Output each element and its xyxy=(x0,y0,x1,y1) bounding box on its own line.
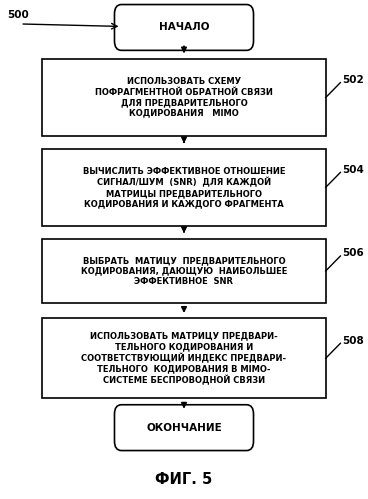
Text: 506: 506 xyxy=(342,249,364,258)
Text: ВЫБРАТЬ  МАТИЦУ  ПРЕДВАРИТЕЛЬНОГО
КОДИРОВАНИЯ, ДАЮЩУЮ  НАИБОЛЬШЕЕ
ЭФФЕКТИВНОЕ  S: ВЫБРАТЬ МАТИЦУ ПРЕДВАРИТЕЛЬНОГО КОДИРОВА… xyxy=(81,256,287,286)
Text: ИСПОЛЬЗОВАТЬ МАТРИЦУ ПРЕДВАРИ-
ТЕЛЬНОГО КОДИРОВАНИЯ И
СООТВЕТСТВУЮЩИЙ ИНДЕКС ПРЕ: ИСПОЛЬЗОВАТЬ МАТРИЦУ ПРЕДВАРИ- ТЕЛЬНОГО … xyxy=(81,331,287,385)
Text: 504: 504 xyxy=(342,165,364,175)
FancyBboxPatch shape xyxy=(114,4,254,50)
Text: ВЫЧИСЛИТЬ ЭФФЕКТИВНОЕ ОТНОШЕНИЕ
СИГНАЛ/ШУМ  (SNR)  ДЛЯ КАЖДОЙ
МАТРИЦЫ ПРЕДВАРИТЕ: ВЫЧИСЛИТЬ ЭФФЕКТИВНОЕ ОТНОШЕНИЕ СИГНАЛ/Ш… xyxy=(83,167,285,208)
Text: ОКОНЧАНИЕ: ОКОНЧАНИЕ xyxy=(146,423,222,433)
Bar xyxy=(42,318,326,398)
Bar xyxy=(42,59,326,136)
Text: 500: 500 xyxy=(7,10,29,20)
Text: 508: 508 xyxy=(342,336,364,346)
Text: ИСПОЛЬЗОВАТЬ СХЕМУ
ПОФРАГМЕНТНОЙ ОБРАТНОЙ СВЯЗИ
ДЛЯ ПРЕДВАРИТЕЛЬНОГО
КОДИРОВАНИЯ: ИСПОЛЬЗОВАТЬ СХЕМУ ПОФРАГМЕНТНОЙ ОБРАТНО… xyxy=(95,77,273,118)
Text: 502: 502 xyxy=(342,75,364,85)
Text: НАЧАЛО: НАЧАЛО xyxy=(159,22,209,32)
Text: ФИГ. 5: ФИГ. 5 xyxy=(155,472,213,487)
Bar xyxy=(42,149,326,226)
FancyBboxPatch shape xyxy=(114,405,254,451)
Bar xyxy=(42,239,326,303)
